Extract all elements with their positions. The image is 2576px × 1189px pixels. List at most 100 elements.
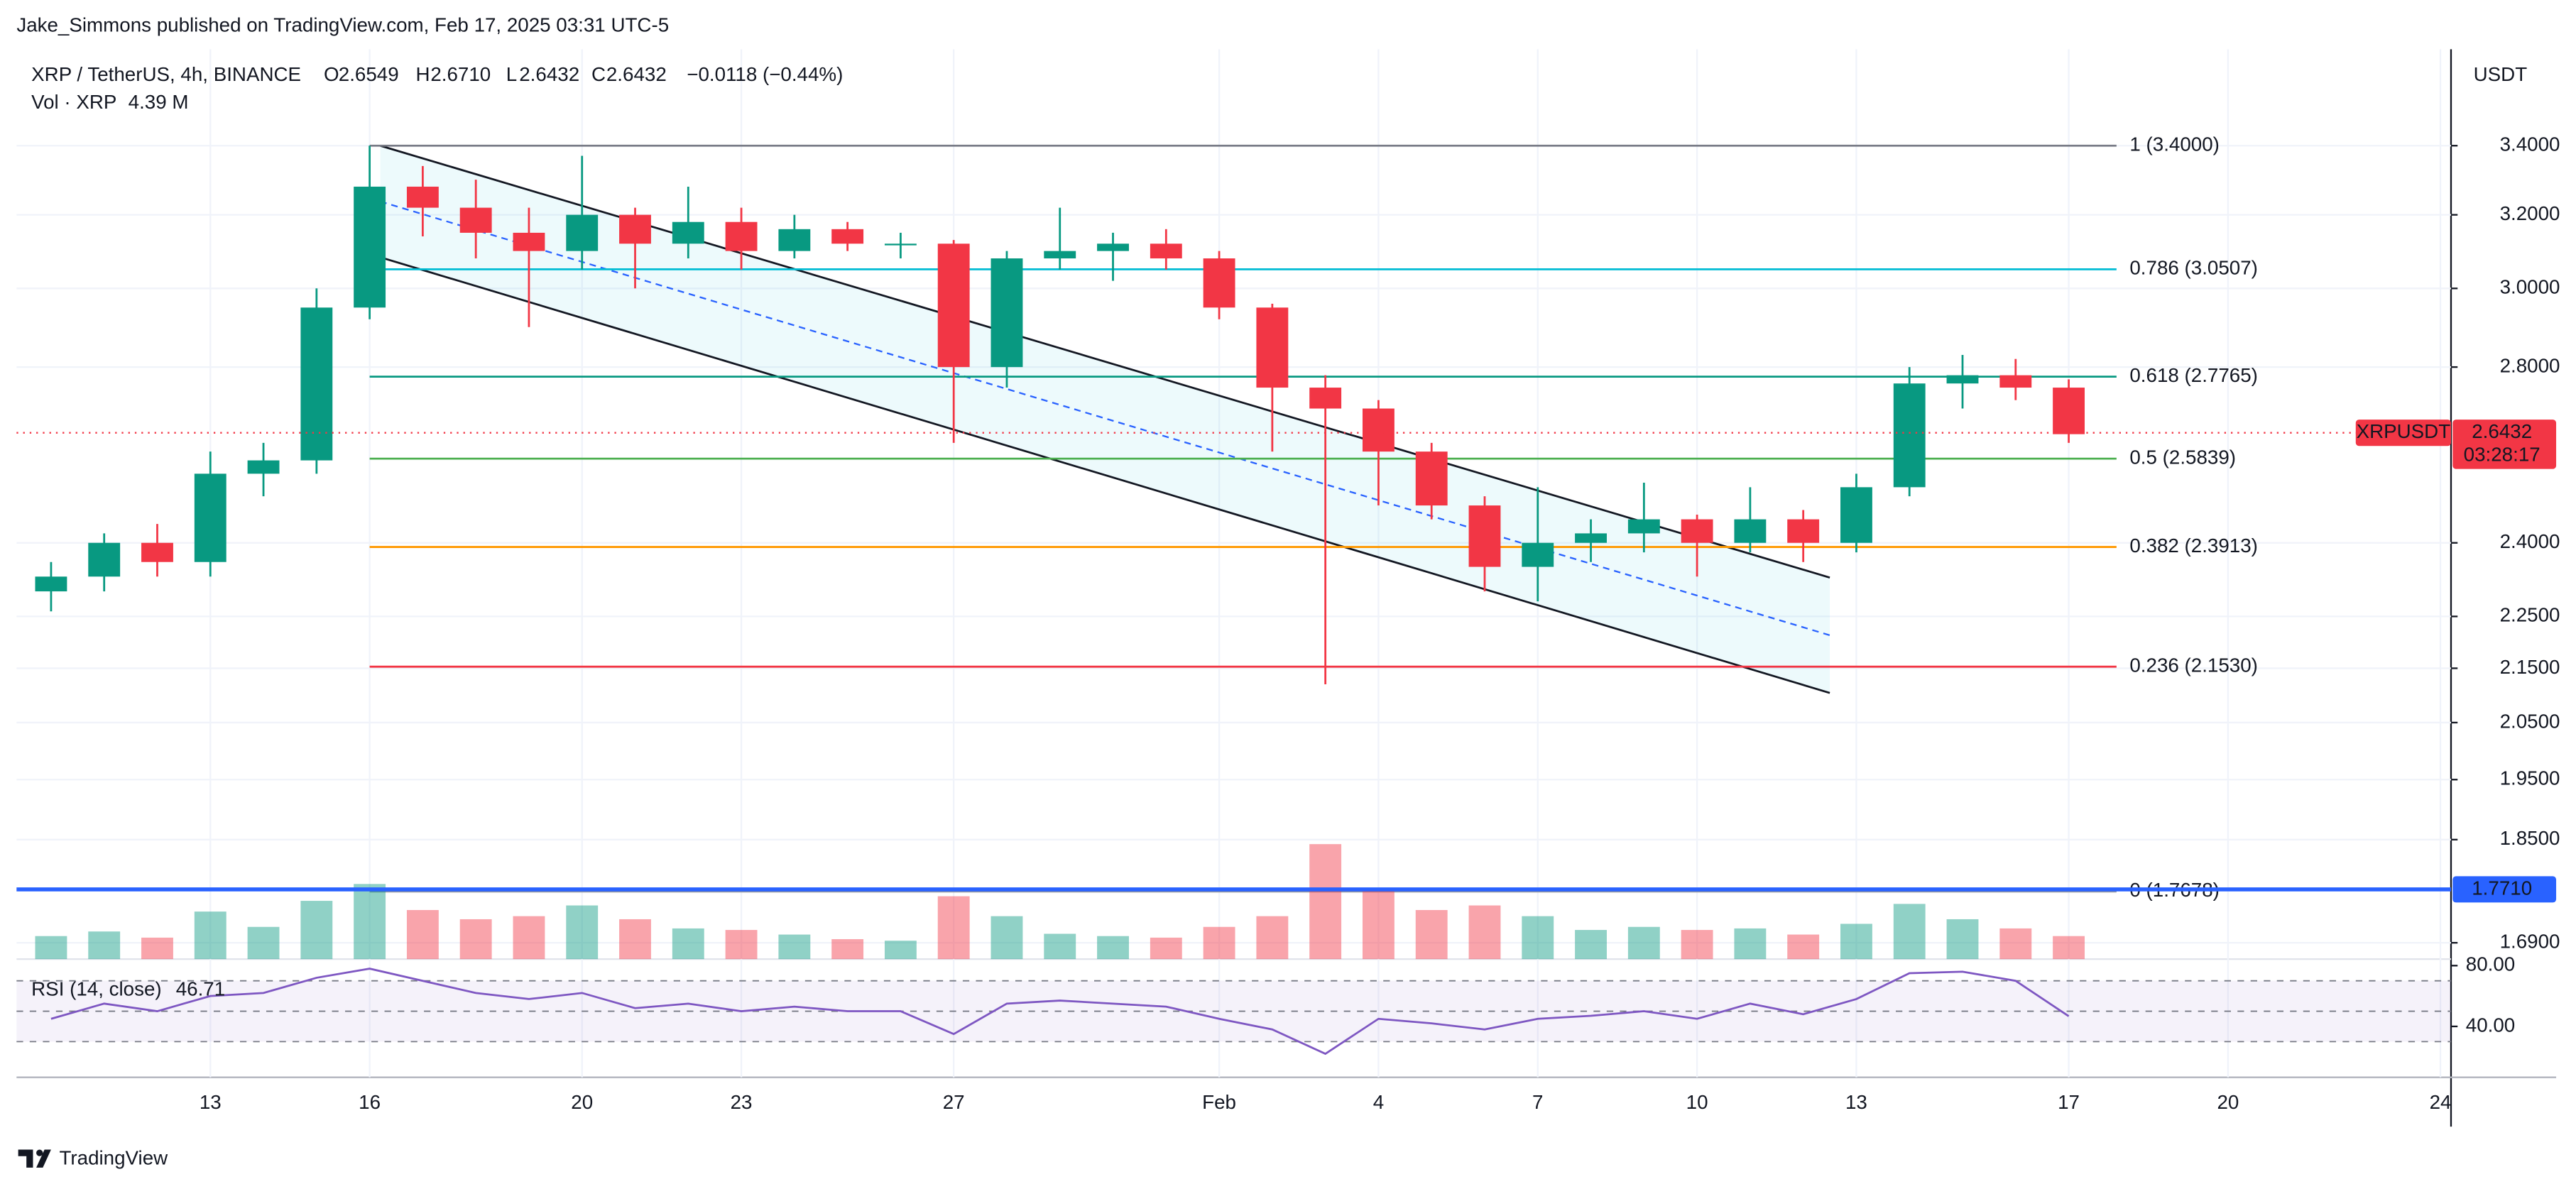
symbol-box [2355,420,2451,446]
rsi-value: 46.71 [176,977,225,999]
volume-bar [1150,937,1182,960]
candle-body [1999,375,2032,388]
candle-body [1734,519,1767,543]
ohlc-value: 2.6432 [606,63,667,85]
y-tick-label: 2.4000 [2500,530,2560,552]
candle-body [990,258,1023,368]
volume-bar [831,939,864,960]
hline-price-box [2452,876,2557,903]
ohlc-letter: H [416,63,430,85]
x-tick-label: 17 [2058,1091,2080,1113]
volume-bar [778,934,811,960]
publish-header: Jake_Simmons published on TradingView.co… [16,13,669,35]
candle-body [1468,505,1501,567]
candle-body [1150,243,1182,259]
candle-body [566,214,599,251]
ohlc-value: 2.6549 [339,63,399,85]
candle-body [1309,388,1342,409]
volume-bar [1522,916,1554,960]
countdown-label: 03:28:17 [2464,443,2540,465]
volume-bar [1681,930,1713,960]
x-tick-label: 20 [2217,1091,2239,1113]
volume-bar [513,916,545,960]
x-tick-label: 23 [731,1091,753,1113]
y-tick-label: 2.8000 [2500,354,2560,376]
candle-body [1681,519,1713,543]
volume-bar [1575,930,1607,960]
volume-bar [1627,926,1660,960]
candle-body [1362,408,1395,452]
y-tick-label: 3.2000 [2500,202,2560,224]
volume-bar [194,911,227,960]
y-tick-label: 2.1500 [2500,656,2560,678]
candle-body [247,460,280,474]
x-tick-label: 10 [1686,1091,1708,1113]
symbol-title: XRP / TetherUS, 4h, BINANCE [31,63,301,85]
candle-body [2053,388,2085,434]
volume-title: Vol · XRP [31,91,116,113]
volume-bar [88,931,121,960]
y-tick-label: 2.0500 [2500,710,2560,732]
volume-bar [990,916,1023,960]
candle-body [141,542,173,562]
fib-label: 0.618 (2.7765) [2129,364,2258,386]
volume-bar [354,884,386,960]
volume-bar [247,926,280,960]
rsi-y-tick-label: 80.00 [2466,953,2515,975]
y-tick-label: 1.6900 [2500,930,2560,952]
volume-bar [937,896,970,960]
x-tick-label: 27 [943,1091,965,1113]
candle-body [1203,258,1235,308]
fib-label: 0.382 (2.3913) [2129,535,2258,557]
y-tick-label: 2.2500 [2500,604,2560,626]
logo-dot [36,1149,43,1156]
candle-body [619,214,651,244]
fib-label: 0.786 (3.0507) [2129,257,2258,279]
candle-body [1575,533,1607,543]
logo-icon [18,1149,51,1168]
rsi-y-tick-label: 40.00 [2466,1014,2515,1036]
candle-body [35,576,67,592]
ohlc-value: 2.6432 [519,63,579,85]
fib-label: 0.5 (2.5839) [2129,446,2236,468]
x-tick-label: Feb [1202,1091,1236,1113]
volume-bar [725,930,758,960]
x-tick-label: 16 [359,1091,381,1113]
candle-body [513,232,545,251]
volume-bar [459,919,492,960]
volume-bar [1734,928,1767,960]
volume-bar [35,936,67,960]
candle-body [300,307,333,461]
volume-bar [566,905,599,960]
candle-body [406,186,439,208]
candle-body [459,207,492,233]
volume-bar [300,901,333,960]
candle-body [1044,251,1076,259]
volume-bar [1840,924,1872,960]
x-tick-label: 13 [1845,1091,1867,1113]
volume-bar [672,928,704,960]
candle-body [725,221,758,251]
symbol-label: XRPUSDT [2357,420,2451,442]
candle-body [1415,451,1448,506]
volume-bar [1097,936,1129,960]
last-price-box [2452,420,2557,469]
rsi-line [50,968,2070,1056]
candle-body [1627,519,1660,534]
candle-body [1256,307,1289,388]
currency-label: USDT [2474,63,2528,85]
volume-bar [884,941,917,960]
x-tick-label: 24 [2430,1091,2452,1113]
volume-bar [619,919,651,960]
candle-body [831,229,864,244]
candle-body [1840,487,1872,543]
volume-bar [1309,844,1342,960]
volume-bar [1203,926,1235,960]
volume-bar [1044,933,1076,960]
volume-bar [141,937,173,960]
volume-bar [1415,910,1448,960]
y-tick-label: 1.8500 [2500,827,2560,849]
volume-bar [1468,905,1501,960]
